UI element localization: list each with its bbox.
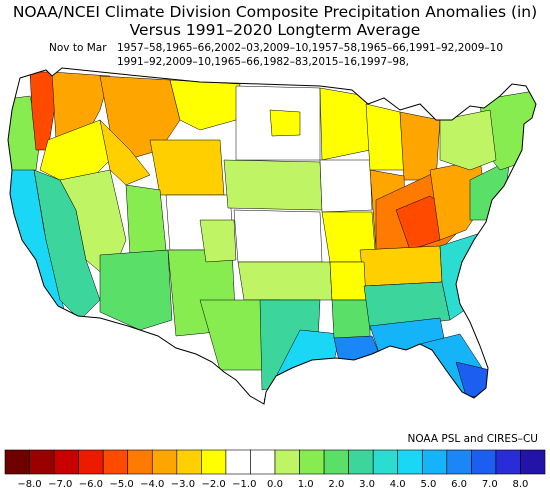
colorbar-swatch: [102, 449, 129, 475]
colorbar-tick-label: −7.0: [48, 479, 72, 490]
colorbar-tick-label: 2.0: [328, 479, 344, 490]
composite-years-line2: 1991–92,2009–10,1965–66,1982–83,2015–16,…: [117, 56, 410, 68]
colorbar-swatch: [225, 449, 251, 475]
region-tennessee: [359, 245, 443, 287]
colorbar-tick-label: −5.0: [109, 479, 133, 490]
colorbar-swatch: [495, 449, 521, 475]
colorbar-tick-label: −8.0: [17, 479, 41, 490]
region-wyoming: [149, 139, 225, 196]
colorbar-tick-label: 7.0: [482, 479, 498, 490]
region-lower-mississippi: [331, 299, 371, 341]
colorbar-swatch: [4, 449, 30, 475]
colorbar-swatch: [29, 449, 55, 475]
region-arizona: [99, 249, 173, 331]
colorbar-swatch: [151, 449, 178, 475]
region-iowa: [319, 159, 373, 213]
colorbar-swatch: [372, 449, 399, 475]
region-dakotas-patch: [269, 109, 301, 137]
region-new-york: [439, 109, 497, 171]
map-title: NOAA/NCEI Climate Division Composite Pre…: [12, 3, 538, 21]
colorbar-swatch: [201, 449, 227, 475]
region-oklahoma: [237, 261, 333, 301]
colorbar-tick-label: 6.0: [451, 479, 467, 490]
region-idaho-south: [99, 119, 151, 186]
colorbar-tick-label: −2.0: [201, 479, 225, 490]
colorbar-swatch: [471, 449, 497, 475]
colorbar-swatch: [274, 449, 300, 475]
colorbar-tick-label: 4.0: [390, 479, 406, 490]
colorbar-tick-label: −3.0: [171, 479, 195, 490]
colorbar-swatch: [299, 449, 325, 475]
colorbar: −8.0 −7.0 −6.0 −5.0 −4.0 −3.0 −2.0 −1.0 0.0 1.0 2.…: [4, 449, 546, 490]
colorbar-tick-label: −6.0: [79, 479, 103, 490]
region-nebraska: [223, 159, 323, 211]
colorbar-swatch: [78, 449, 104, 475]
region-kansas: [233, 209, 323, 263]
colorbar-swatch: [421, 449, 448, 475]
colorbar-swatch: [397, 449, 423, 475]
region-gulf-coast: [333, 335, 381, 367]
colorbar-tick-label: −1.0: [232, 479, 256, 490]
colorbar-swatch: [446, 449, 472, 475]
colorbar-tick-label: 3.0: [359, 479, 375, 490]
colorbar-swatch: [53, 449, 79, 475]
colorbar-tick-label: 8.0: [513, 479, 529, 490]
colorbar-tick-label: −4.0: [140, 479, 164, 490]
colorbar-swatch: [127, 449, 153, 475]
colorbar-swatch: [176, 449, 202, 475]
region-colorado-east: [199, 219, 237, 263]
period-label: Nov to Mar: [49, 42, 107, 54]
region-utah: [125, 184, 167, 256]
colorbar-tick-label: 0.0: [267, 479, 283, 490]
map-subtitle: Versus 1991–2020 Longterm Average: [129, 21, 421, 39]
colorbar-swatch: [323, 449, 349, 475]
colorbar-swatch: [348, 449, 374, 475]
colorbar-tick-label: 1.0: [298, 479, 314, 490]
composite-years-line1: 1957–58,1965–66,2002–03,2009–10,1957–58,…: [117, 42, 504, 54]
colorbar-tick-label: 5.0: [420, 479, 436, 490]
colorbar-swatch: [250, 449, 276, 475]
credit-label: NOAA PSL and CIRES–CU: [407, 433, 539, 445]
region-wisconsin: [365, 103, 405, 171]
region-georgia-carolinas: [439, 229, 491, 321]
region-arkansas: [329, 261, 367, 301]
colorbar-swatch: [520, 449, 546, 475]
